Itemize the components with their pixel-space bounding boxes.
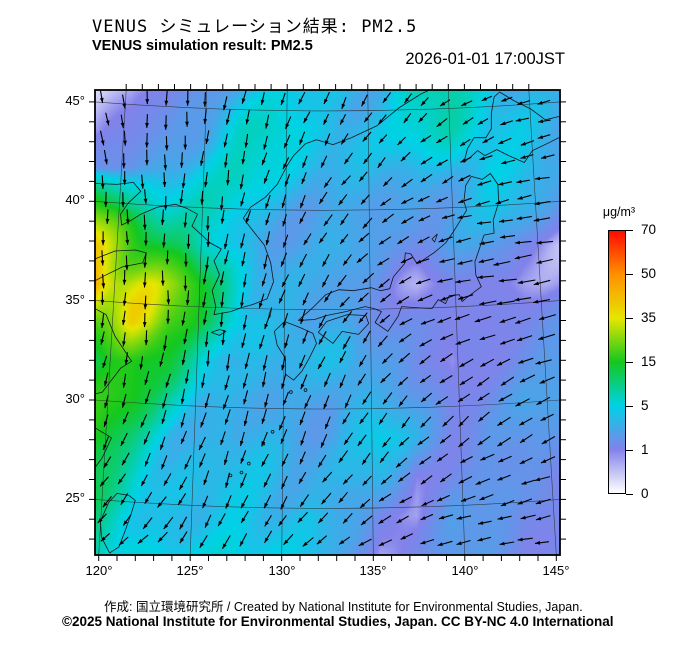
colorbar-tick bbox=[626, 318, 633, 320]
lat-tick-label: 25° bbox=[65, 490, 85, 505]
lat-tick-label: 45° bbox=[65, 93, 85, 108]
colorbar-tick-label: 1 bbox=[641, 442, 649, 457]
map-frame bbox=[94, 89, 561, 556]
colorbar bbox=[608, 230, 626, 494]
license-line: ©2025 National Institute for Environment… bbox=[62, 614, 614, 629]
lon-tick-label: 125° bbox=[176, 563, 204, 578]
colorbar-tick bbox=[626, 406, 633, 408]
colorbar-tick-label: 15 bbox=[641, 354, 657, 369]
colorbar-tick bbox=[626, 230, 633, 232]
colorbar-tick-label: 50 bbox=[641, 266, 657, 281]
lat-tick-label: 40° bbox=[65, 192, 85, 207]
lon-tick-label: 140° bbox=[451, 563, 479, 578]
colorbar-tick bbox=[626, 362, 633, 364]
pm25-concentration-map bbox=[89, 84, 566, 561]
lon-tick-label: 135° bbox=[359, 563, 387, 578]
lat-tick-label: 30° bbox=[65, 391, 85, 406]
colorbar-tick-label: 70 bbox=[641, 222, 657, 237]
colorbar-tick bbox=[626, 494, 633, 496]
coastlines bbox=[95, 90, 560, 554]
lon-tick-label: 145° bbox=[542, 563, 570, 578]
map-overlay bbox=[89, 84, 566, 561]
colorbar-tick-label: 0 bbox=[641, 486, 649, 501]
colorbar-tick-label: 5 bbox=[641, 398, 649, 413]
axis-ticks bbox=[89, 84, 566, 561]
lon-tick-label: 120° bbox=[85, 563, 113, 578]
colorbar-unit-label: μg/m³ bbox=[602, 205, 636, 219]
lon-tick-label: 130° bbox=[268, 563, 296, 578]
lat-tick-label: 35° bbox=[65, 292, 85, 307]
forecast-timestamp: 2026-01-01 17:00JST bbox=[405, 50, 565, 68]
colorbar-tick-label: 35 bbox=[641, 310, 657, 325]
credit-line: 作成: 国立環境研究所 / Created by National Instit… bbox=[104, 600, 583, 614]
colorbar-tick bbox=[626, 450, 633, 452]
wind-vectors bbox=[97, 90, 556, 550]
page-title-japanese: VENUS シミュレーション結果: PM2.5 bbox=[92, 17, 418, 37]
colorbar-tick bbox=[626, 274, 633, 276]
page-title-english: VENUS simulation result: PM2.5 bbox=[92, 38, 313, 54]
